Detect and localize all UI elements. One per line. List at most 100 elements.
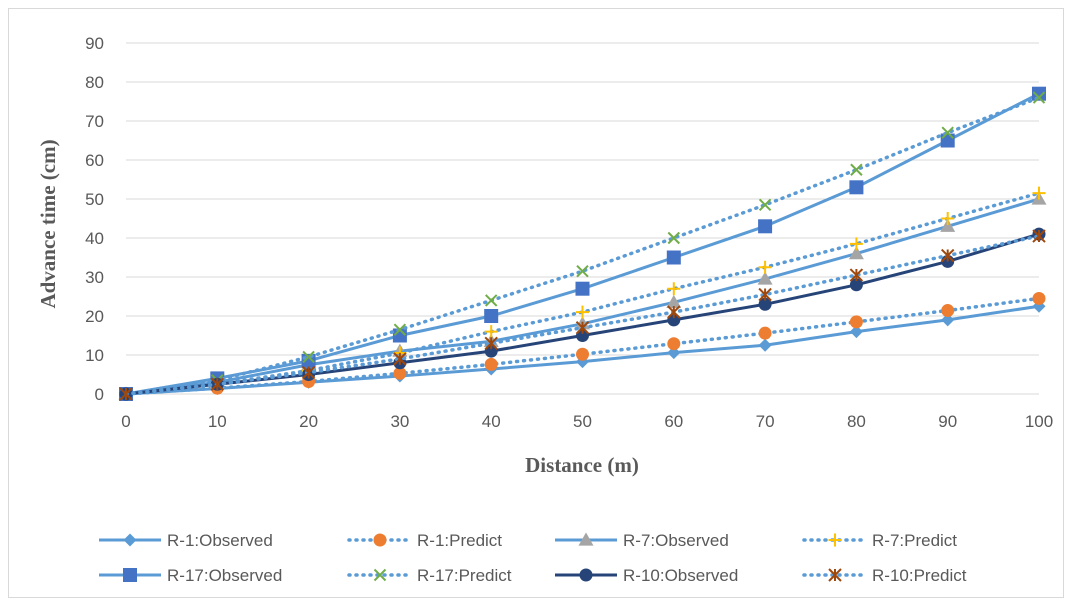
series-line [124, 95, 1041, 396]
data-point [666, 250, 681, 265]
y-tick-label: 80 [85, 73, 104, 92]
data-point [667, 282, 681, 296]
data-point [849, 325, 863, 339]
y-tick-label: 0 [95, 385, 104, 404]
data-point [758, 338, 772, 352]
legend-label: R-1:Predict [417, 531, 502, 550]
data-point [1032, 186, 1046, 200]
data-point [941, 126, 954, 139]
data-point [758, 260, 772, 274]
data-point [576, 347, 589, 361]
data-point [940, 133, 955, 148]
series-lines [118, 86, 1047, 401]
data-point [667, 346, 681, 360]
legend-item: R-7:Predict [802, 531, 957, 550]
y-tick-label: 50 [85, 190, 104, 209]
data-point [302, 350, 315, 364]
data-point [484, 309, 499, 323]
y-tick-label: 10 [85, 346, 104, 365]
data-point [1032, 291, 1046, 305]
x-tick-label: 50 [573, 412, 592, 431]
legend-swatch-marker [828, 533, 842, 547]
legend-label: R-17:Observed [167, 566, 282, 585]
legend-label: R-7:Observed [623, 531, 729, 550]
y-tick-label: 40 [85, 229, 104, 248]
legend-swatch-marker [579, 568, 593, 582]
data-point [210, 377, 225, 391]
data-point [119, 387, 133, 401]
data-point [301, 365, 316, 380]
legend-label: R-17:Predict [417, 566, 512, 585]
data-point [484, 294, 498, 307]
data-point [484, 336, 498, 351]
data-point [393, 352, 407, 366]
data-point [940, 218, 956, 232]
legend-swatch-marker [123, 533, 137, 547]
legend-swatch-marker [828, 568, 842, 582]
data-point [941, 313, 955, 327]
data-point [849, 315, 863, 329]
series-line [124, 296, 1041, 396]
data-point [667, 337, 681, 351]
x-tick-label: 80 [847, 412, 866, 431]
gridlines [126, 42, 1039, 395]
y-tick-label: 30 [85, 268, 104, 287]
data-point [667, 305, 681, 319]
data-point [849, 278, 863, 292]
data-point [758, 297, 772, 311]
data-point [758, 287, 772, 302]
x-axis-title: Distance (m) [525, 453, 639, 477]
y-tick-label: 90 [85, 34, 104, 53]
x-tick-label: 20 [299, 412, 318, 431]
legend-item: R-17:Predict [347, 566, 512, 585]
legend-label: R-1:Observed [167, 531, 273, 550]
data-point [667, 231, 681, 245]
data-point [758, 198, 772, 212]
x-tick-label: 10 [208, 412, 227, 431]
legend-swatch-marker [373, 533, 387, 547]
data-point [575, 281, 590, 296]
data-point [849, 237, 863, 251]
data-point [940, 248, 955, 263]
legend: R-1:Observed R-1:Predict R-7:Observed R-7:P… [99, 531, 967, 585]
series-r-10-predict [119, 229, 1046, 401]
chart-frame: 0 10 20 30 40 50 60 70 80 90 0 10 20 30 40 50 60 70 80 90 10… [8, 8, 1064, 598]
data-point [757, 271, 773, 285]
legend-swatch-marker [578, 532, 594, 546]
legend-item: R-17:Observed [99, 566, 282, 585]
y-tick-label: 70 [85, 112, 104, 131]
y-tick-label: 20 [85, 307, 104, 326]
x-tick-label: 40 [482, 412, 501, 431]
legend-label: R-10:Predict [872, 566, 967, 585]
legend-swatch-marker [373, 568, 387, 582]
legend-label: R-10:Observed [623, 566, 738, 585]
x-tick-label: 30 [390, 412, 409, 431]
legend-item: R-10:Observed [555, 566, 738, 585]
legend-swatch-marker [123, 568, 137, 582]
data-point [393, 366, 407, 380]
legend-item: R-10:Predict [802, 566, 967, 585]
data-point [484, 325, 498, 339]
legend-item: R-1:Predict [347, 531, 502, 550]
data-point [758, 219, 773, 234]
data-point [666, 294, 682, 308]
legend-item: R-1:Observed [99, 531, 273, 550]
x-tick-label: 90 [938, 412, 957, 431]
y-axis-title: Advance time (cm) [36, 139, 60, 308]
x-tick-label: 100 [1025, 412, 1053, 431]
data-point [941, 304, 955, 318]
data-point [758, 326, 772, 340]
data-point [941, 212, 955, 225]
legend-label: R-7:Predict [872, 531, 957, 550]
x-tick-label: 70 [756, 412, 775, 431]
data-point [1032, 91, 1046, 104]
axis-tick-labels: 0 10 20 30 40 50 60 70 80 90 0 10 20 30 40 50 60 70 80 90 10… [85, 34, 1053, 431]
x-tick-label: 0 [121, 412, 130, 431]
data-point [850, 163, 863, 176]
legend-item: R-7:Observed [555, 531, 729, 550]
data-point [849, 180, 864, 195]
data-point [576, 305, 589, 319]
data-point [576, 264, 589, 278]
x-tick-label: 60 [664, 412, 683, 431]
data-point [848, 246, 864, 260]
